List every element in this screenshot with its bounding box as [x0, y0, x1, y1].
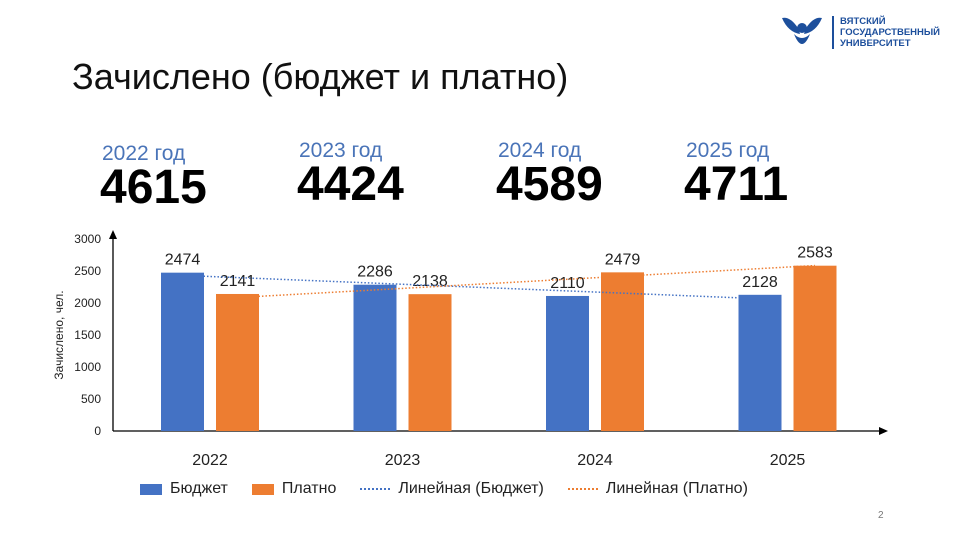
year-label: 2022 год	[102, 142, 186, 165]
legend-item-budget-trend: Линейная (Бюджет)	[360, 480, 544, 498]
data-label: 2583	[797, 245, 833, 262]
legend-item-paid: Платно	[251, 480, 337, 498]
legend-swatch	[140, 483, 162, 495]
legend-item-paid-trend: Линейная (Платно)	[567, 480, 748, 498]
year-label: 2023 год	[299, 139, 383, 162]
year-total: 4424	[297, 158, 404, 211]
page-number: 2	[878, 510, 884, 521]
university-logo: ВЯТСКИЙ ГОСУДАРСТВЕННЫЙ УНИВЕРСИТЕТ	[780, 14, 940, 50]
year-label: 2025 год	[686, 139, 770, 162]
bar-budget	[738, 294, 782, 431]
bar-paid	[793, 265, 837, 431]
data-label: 2141	[220, 273, 256, 290]
legend-item-budget: Бюджет	[140, 480, 228, 498]
y-tick-label: 1000	[74, 360, 101, 374]
year-total: 4711	[684, 158, 789, 211]
y-tick-label: 3000	[74, 232, 101, 246]
y-axis-arrow	[109, 230, 117, 239]
x-tick-label: 2022	[192, 452, 228, 469]
year-total: 4589	[496, 158, 603, 211]
year-label: 2024 год	[498, 139, 582, 162]
data-label: 2286	[357, 264, 393, 281]
x-tick-label: 2025	[770, 452, 806, 469]
legend-line	[567, 488, 598, 490]
bar-budget	[546, 295, 589, 431]
legend-line	[360, 488, 391, 490]
chart-legend: Бюджет Платно Линейная (Бюджет) Линейная…	[140, 480, 772, 498]
legend-label: Бюджет	[170, 480, 228, 497]
y-tick-label: 1500	[74, 328, 101, 342]
y-tick-label: 2500	[74, 264, 101, 278]
y-tick-label: 2000	[74, 296, 101, 310]
trendline-paid	[237, 264, 816, 299]
legend-label: Линейная (Платно)	[605, 480, 748, 497]
bar-paid	[601, 272, 644, 431]
data-label: 2479	[605, 251, 641, 268]
y-tick-label: 500	[81, 392, 101, 406]
legend-label: Платно	[281, 480, 337, 497]
bar-paid	[408, 294, 452, 431]
y-axis-title: Зачислено, чел.	[52, 290, 66, 379]
logo-line: ГОСУДАРСТВЕННЫЙ	[840, 26, 941, 38]
logo-emblem-icon	[782, 17, 822, 44]
y-tick-label: 0	[94, 424, 101, 438]
legend-label: Линейная (Бюджет)	[398, 480, 544, 497]
logo-line: УНИВЕРСИТЕТ	[840, 37, 911, 49]
x-axis-arrow	[879, 427, 888, 435]
year-total: 4615	[100, 161, 207, 214]
data-label: 2474	[165, 252, 201, 269]
data-label: 2110	[550, 275, 585, 292]
page-title: Зачислено (бюджет и платно)	[72, 56, 569, 97]
legend-swatch	[251, 483, 274, 495]
bar-budget	[353, 284, 397, 431]
x-tick-label: 2023	[385, 452, 421, 469]
data-label: 2128	[742, 274, 778, 291]
bar-paid	[216, 293, 259, 431]
logo-line: ВЯТСКИЙ	[840, 15, 886, 27]
bar-budget	[161, 272, 204, 431]
x-tick-label: 2024	[577, 452, 613, 469]
